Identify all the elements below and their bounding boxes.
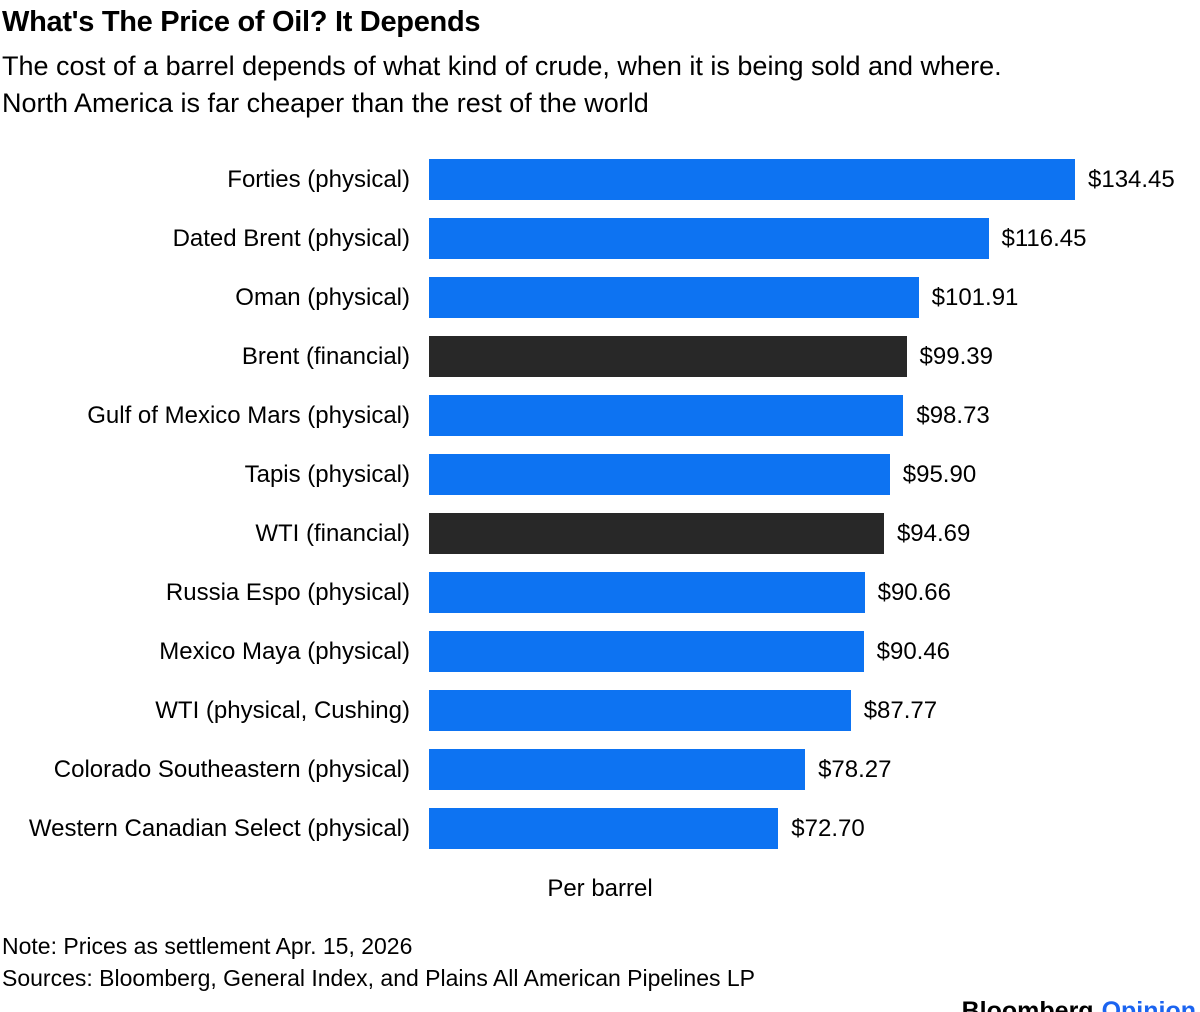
bar-value: $116.45	[1001, 224, 1087, 252]
page-title: What's The Price of Oil? It Depends	[2, 6, 481, 38]
bar-label: Forties (physical)	[227, 165, 410, 193]
bar	[429, 395, 904, 437]
bar	[429, 808, 779, 850]
chart-subtitle: The cost of a barrel depends of what kin…	[2, 48, 1198, 122]
bar-area: $78.27	[429, 749, 1198, 791]
bar-row: Mexico Maya (physical) $90.46	[2, 622, 1198, 681]
subtitle-line-2: North America is far cheaper than the re…	[2, 88, 649, 119]
bar-row: Brent (financial) $99.39	[2, 327, 1198, 386]
bar-label: Colorado Southeastern (physical)	[53, 755, 410, 783]
x-axis-label: Per barrel	[547, 875, 653, 903]
bar-label: WTI (physical, Cushing)	[155, 696, 410, 724]
bar-value: $90.66	[877, 578, 951, 606]
bar	[429, 572, 865, 614]
bar-value: $72.70	[791, 814, 865, 842]
bar-label: Western Canadian Select (physical)	[28, 814, 410, 842]
brand-opinion: Opinion	[1101, 997, 1196, 1012]
bar-label: Mexico Maya (physical)	[159, 637, 410, 665]
bar-row: Forties (physical) $134.45	[2, 150, 1198, 209]
bar-area: $98.73	[429, 395, 1198, 437]
bar-area: $134.45	[429, 159, 1198, 201]
bar-row: Russia Espo (physical) $90.66	[2, 563, 1198, 622]
bar-label: Brent (financial)	[241, 342, 410, 370]
bar	[429, 454, 890, 496]
bar-row: Colorado Southeastern (physical) $78.27	[2, 740, 1198, 799]
bar-value: $90.46	[876, 637, 951, 665]
note-text: Note: Prices as settlement Apr. 15, 2026	[2, 933, 413, 960]
bar	[429, 218, 989, 260]
bar	[429, 277, 919, 319]
bar-row: WTI (physical, Cushing) $87.77	[2, 681, 1198, 740]
bar	[429, 513, 884, 555]
bar-area: $116.45	[429, 218, 1198, 260]
bar-label: Oman (physical)	[235, 283, 410, 311]
bar-value: $94.69	[896, 519, 971, 547]
bar-row: Gulf of Mexico Mars (physical) $98.73	[2, 386, 1198, 445]
chart-header: What's The Price of Oil? It Depends The …	[2, 6, 1198, 122]
bar-row: Dated Brent (physical) $116.45	[2, 209, 1198, 268]
bar-label: Gulf of Mexico Mars (physical)	[87, 401, 410, 429]
brand-logo: Bloomberg Opinion	[2, 997, 1198, 1012]
bar-area: $94.69	[429, 513, 1198, 555]
bar-area: $72.70	[429, 808, 1198, 850]
bar-label: Tapis (physical)	[244, 460, 410, 488]
subtitle-line-1: The cost of a barrel depends of what kin…	[2, 51, 1002, 82]
bar-value: $134.45	[1088, 165, 1175, 193]
sources-text: Sources: Bloomberg, General Index, and P…	[2, 965, 756, 992]
bar-area: $99.39	[429, 336, 1198, 378]
bar	[429, 749, 806, 791]
brand-bloomberg: Bloomberg	[961, 997, 1094, 1012]
bar-area: $95.90	[429, 454, 1198, 496]
bar-row: Tapis (physical) $95.90	[2, 445, 1198, 504]
bar-area: $90.46	[429, 631, 1198, 673]
bar-area: $87.77	[429, 690, 1198, 732]
bar-value: $95.90	[902, 460, 977, 488]
bar-value: $87.77	[863, 696, 938, 724]
bar-value: $98.73	[916, 401, 990, 429]
bar-area: $101.91	[429, 277, 1198, 319]
bar-row: Oman (physical) $101.91	[2, 268, 1198, 327]
bar-chart: Forties (physical) $134.45 Dated Brent (…	[2, 150, 1198, 858]
bar	[429, 690, 851, 732]
bar-label: WTI (financial)	[255, 519, 410, 547]
bar	[429, 631, 864, 673]
chart-footnotes: Note: Prices as settlement Apr. 15, 2026…	[2, 930, 1198, 994]
bar-value: $99.39	[919, 342, 993, 370]
bar-area: $90.66	[429, 572, 1198, 614]
bar	[429, 159, 1075, 201]
bar	[429, 336, 907, 378]
bar-label: Dated Brent (physical)	[172, 224, 410, 252]
bar-value: $78.27	[818, 755, 892, 783]
bar-value: $101.91	[931, 283, 1019, 311]
bar-label: Russia Espo (physical)	[165, 578, 410, 606]
bar-row: WTI (financial) $94.69	[2, 504, 1198, 563]
bar-row: Western Canadian Select (physical) $72.7…	[2, 799, 1198, 858]
